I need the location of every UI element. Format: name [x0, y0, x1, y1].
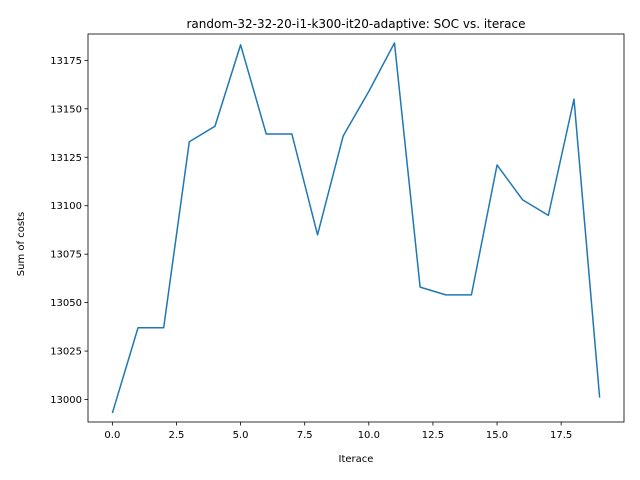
y-tick-label: 13125: [50, 153, 82, 164]
axes-frame: [87, 33, 625, 423]
y-tick-label: 13075: [50, 250, 82, 261]
y-tick-label: 13000: [50, 395, 82, 406]
x-tick-label: 2.5: [169, 430, 185, 441]
x-tick-label: 15.0: [486, 430, 508, 441]
series-line-0: [111, 42, 601, 414]
y-tick-label: 13050: [50, 298, 82, 309]
x-tick-label: 10.0: [358, 430, 380, 441]
chart-title: random-32-32-20-i1-k300-it20-adaptive: S…: [186, 17, 525, 31]
x-tick-label: 7.5: [297, 430, 313, 441]
y-tick-label: 13175: [50, 56, 82, 67]
x-tick-label: 0.0: [104, 430, 120, 441]
y-tick-label: 13150: [50, 104, 82, 115]
y-tick-label: 13100: [50, 201, 82, 212]
plot-area: 0.0 2.5 5.0 7.5 10.0 12.5 15.0 17.5 13000 13025 13…: [50, 33, 625, 441]
x-tick-label: 5.0: [233, 430, 249, 441]
y-axis-label: Sum of costs: [16, 212, 27, 276]
y-tick-label: 13025: [50, 347, 82, 358]
x-axis-label: Iterace: [339, 454, 374, 465]
x-tick-label: 12.5: [422, 430, 444, 441]
x-tick-label: 17.5: [550, 430, 572, 441]
